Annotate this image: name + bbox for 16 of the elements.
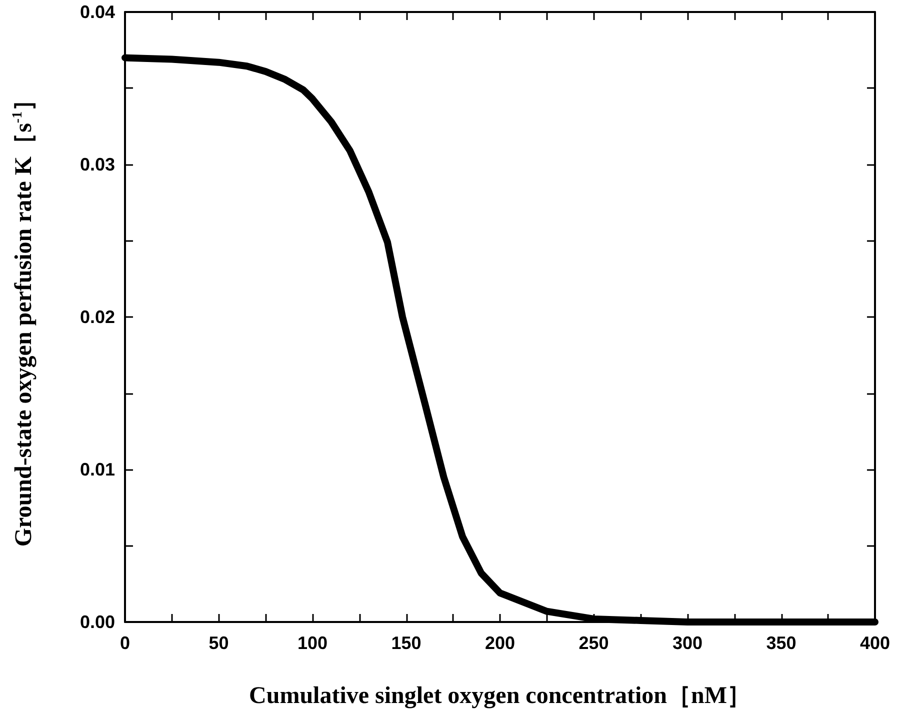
x-tick-label: 100 <box>297 633 328 653</box>
x-tick-label: 50 <box>208 633 229 653</box>
x-tick-label: 400 <box>860 633 890 653</box>
x-axis-title: Cumulative singlet oxygen concentration［nM］ <box>249 683 751 709</box>
x-tick-label: 150 <box>391 633 422 653</box>
x-tick-label: 350 <box>766 633 796 653</box>
x-tick-label: 200 <box>484 633 516 653</box>
y-tick-label: 0.02 <box>80 307 115 327</box>
y-axis-title: Ground-state oxygen perfusion rate K［s-1］ <box>10 87 37 547</box>
x-tick-label: 300 <box>672 633 703 653</box>
x-tick-label: 0 <box>120 633 130 653</box>
y-tick-label: 0.00 <box>80 612 115 632</box>
y-tick-label: 0.01 <box>80 460 115 480</box>
y-tick-label: 0.03 <box>80 154 115 174</box>
x-tick-label: 250 <box>578 633 609 653</box>
y-tick-label: 0.04 <box>80 2 115 22</box>
